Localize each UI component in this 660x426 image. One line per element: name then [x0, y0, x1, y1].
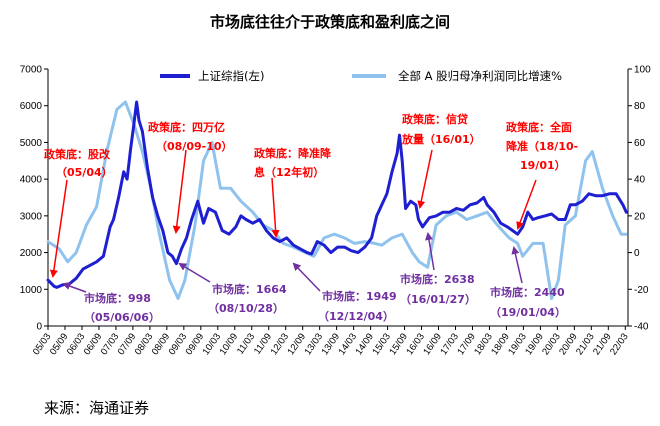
market-bottom-3-line1: 市场底：1949: [322, 289, 397, 303]
y-right-tick-label: 0: [634, 248, 640, 259]
policy-bottom-arrow-3: [271, 177, 280, 238]
y-right-tick-label: 40: [634, 175, 646, 186]
policy-bottom-2-line1: 政策底：四万亿: [148, 120, 225, 134]
y-right-tick-label: 60: [634, 138, 646, 149]
chart-title: 市场底往往介于政策底和盈利底之间: [210, 13, 450, 31]
policy-bottom-arrow-4: [417, 149, 433, 209]
annotation-arrows: [49, 149, 537, 293]
policy-bottom-5-line1: 政策底：全面: [506, 120, 572, 134]
market-bottom-arrow-3: [292, 262, 321, 292]
policy-bottom-4-line1: 政策底：信贷: [402, 112, 468, 126]
y-left-tick-label: 5000: [20, 138, 43, 149]
y-right-tick-label: 80: [634, 101, 646, 112]
market-bottom-1-line2: （05/06/06）: [84, 311, 160, 324]
policy-bottom-arrow-1: [49, 179, 68, 278]
market-bottom-3-line2: （12/12/04）: [318, 310, 394, 323]
market-bottom-4-line1: 市场底：2638: [400, 272, 475, 286]
market-bottom-arrow-1: [62, 282, 87, 293]
y-left-tick-label: 6000: [20, 101, 43, 112]
y-left-tick-label: 7000: [20, 65, 43, 76]
market-bottom-arrow-5: [511, 246, 523, 284]
y-left-tick-label: 0: [36, 322, 42, 333]
market-bottom-5-line1: 市场底：2440: [490, 285, 565, 299]
profit-growth-line: [46, 100, 628, 300]
market-bottom-2-line2: （08/10/28）: [208, 302, 284, 315]
market-bottom-5-line2: （19/01/04）: [490, 306, 566, 319]
market-bottom-1-line1: 市场底：998: [84, 291, 151, 305]
market-bottom-arrow-4: [425, 232, 435, 271]
market-bottom-arrow-2: [178, 262, 211, 283]
policy-bottom-arrow-2: [172, 149, 187, 234]
policy-bottom-1-line2: （05/04）: [56, 166, 113, 179]
policy-bottom-arrow-5: [516, 179, 537, 230]
policy-bottom-1-line1: 政策底：股改: [44, 147, 111, 161]
y-right-tick-label: -20: [634, 285, 649, 296]
x-tick-label: 22/03: [608, 331, 631, 357]
market-bottom-2-line1: 市场底：1664: [212, 282, 287, 296]
legend-label-index: 上证综指(左): [198, 69, 264, 83]
policy-bottom-4-line2: 放量（16/01）: [401, 132, 481, 146]
y-right-tick-label: 20: [634, 211, 646, 222]
series-profit-growth: [46, 100, 628, 300]
policy-bottom-2-line2: （08/09-10）: [156, 140, 233, 153]
market-bottom-4-line2: （16/01/27）: [400, 293, 476, 306]
policy-bottom-3-line1: 政策底：降准降: [254, 146, 332, 160]
y-left-tick-label: 4000: [20, 175, 43, 186]
policy-bottom-5-line2: 降准（18/10-: [506, 139, 578, 153]
y-left-tick-label: 3000: [20, 211, 43, 222]
x-tick-label: 10/09: [218, 331, 241, 357]
policy-bottom-3-line2: 息（12年初）: [254, 165, 324, 179]
y-right-tick-label: 100: [634, 65, 651, 76]
legend-label-profit: 全部 A 股归母净利润同比增速%: [398, 69, 562, 83]
y-left-tick-label: 1000: [20, 285, 43, 296]
policy-bottom-5-line3: 19/01）: [520, 159, 566, 172]
y-left-tick-label: 2000: [20, 248, 43, 259]
y-right-tick-label: -40: [634, 322, 649, 333]
source-note: 来源：海通证券: [44, 399, 149, 417]
